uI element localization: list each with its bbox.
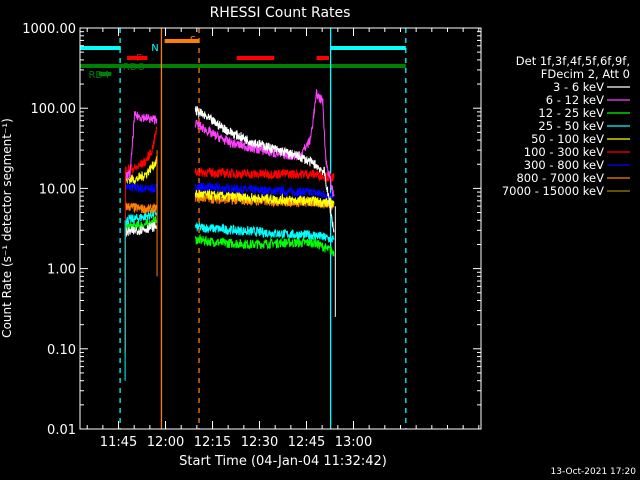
flag-label-rdo: RDO [123,62,146,73]
series-line-6-12-kev [125,111,158,181]
flag-label-s: S [190,35,196,46]
x-tick-label: 11:45 [100,435,137,450]
legend-label: 300 - 800 keV [524,158,604,172]
footer-date: 13-Oct-2021 17:20 [551,467,637,477]
plot-frame [79,27,482,430]
series-line-100-300-kev [194,167,335,183]
legend-label: 100 - 300 keV [524,145,604,159]
legend-label: 25 - 50 keV [538,119,604,133]
y-axis-ticks: 0.01 0.10 1.00 10.00 100.00 1000.00 [22,22,481,438]
y-tick-label: 1.00 [47,263,76,278]
x-tick-label: 12:30 [241,435,278,450]
series-line-3-6-kev [124,222,158,238]
flag-label-f: F [136,53,142,64]
series-line-25-50-kev [124,207,158,226]
x-tick-label: 12:45 [288,435,325,450]
series-line-50-100-kev [124,156,158,185]
flag-label-n: N [151,43,158,54]
series-line-25-50-kev [194,222,335,244]
legend-label: 7000 - 15000 keV [502,184,604,198]
flag-label-rd4: RD4 [88,70,109,81]
x-axis-ticks: 11:45 12:00 12:15 12:30 12:45 13:00 [86,28,480,450]
series-line-12-25-kev [194,233,335,257]
x-tick-label: 12:00 [147,435,184,450]
legend: Det 1f,3f,4f,5f,6f,9f, FDecim 2, Att 0 3… [502,54,630,198]
series-line-800-7000-kev [124,201,158,214]
series-line-800-7000-kev [194,191,335,210]
legend-label: 50 - 100 keV [531,132,604,146]
legend-label: 6 - 12 keV [546,93,604,107]
legend-header-line-1: Det 1f,3f,4f,5f,6f,9f, [516,54,630,68]
series-line-300-800-kev [194,181,335,201]
status-bands [80,39,406,76]
y-axis-label: Count Rate (s⁻¹ detector segment⁻¹) [0,118,14,338]
legend-label: 3 - 6 keV [553,80,604,94]
y-tick-label: 0.10 [47,343,76,358]
series-line-3-6-kev [194,106,335,233]
y-tick-label: 10.00 [39,182,76,197]
y-tick-label: 100.00 [31,102,77,117]
x-axis-label: Start Time (04-Jan-04 11:32:42) [179,454,387,469]
legend-label: 12 - 25 keV [538,106,604,120]
y-tick-label: 0.01 [47,423,76,438]
x-tick-label: 12:15 [194,435,231,450]
x-tick-label: 13:00 [335,435,372,450]
y-tick-label: 1000.00 [22,22,76,37]
series-line-300-800-kev [124,182,158,193]
series-group [124,89,336,381]
series-line-50-100-kev [194,188,335,209]
chart-title: RHESSI Count Rates [210,5,351,21]
legend-label: 800 - 7000 keV [516,171,604,185]
legend-header-line-2: FDecim 2, Att 0 [541,67,630,81]
